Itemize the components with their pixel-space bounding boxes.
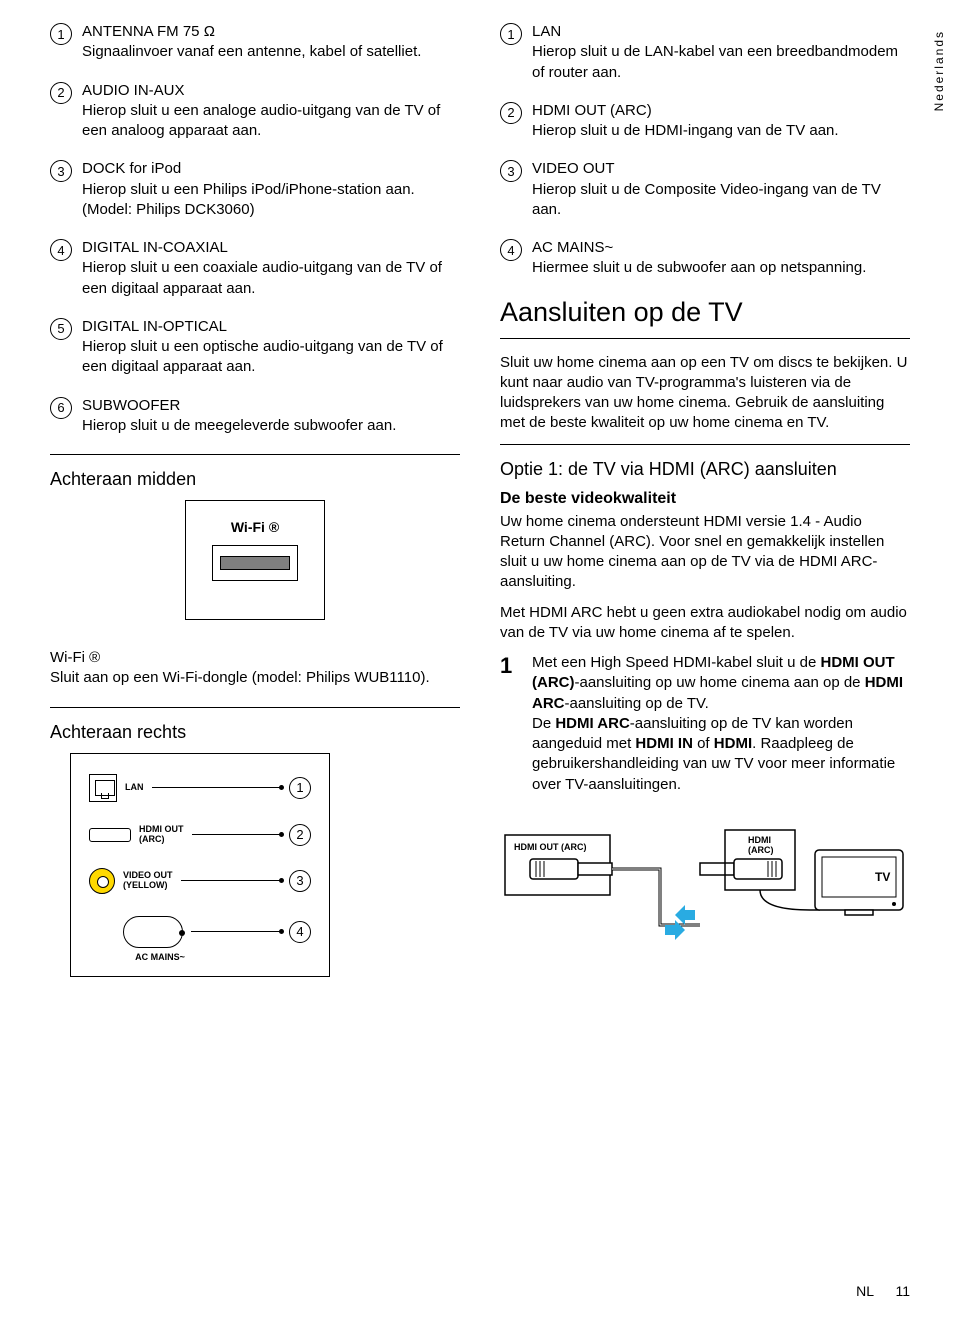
text: -aansluiting op de TV.	[565, 695, 709, 712]
number-badge: 3	[289, 870, 311, 892]
list-item: 3 DOCK for iPod Hierop sluit u een Phili…	[50, 159, 460, 220]
rear-panel-diagram: LAN 1 HDMI OUT (ARC) 2 VIDEO OUT (YELLOW…	[70, 753, 330, 977]
list-item: 6 SUBWOOFER Hierop sluit u de meegelever…	[50, 396, 460, 437]
footer-page: 11	[895, 1283, 910, 1299]
number-badge: 4	[50, 239, 72, 261]
item-title: DIGITAL IN-COAXIAL	[82, 239, 228, 256]
number-badge: 4	[500, 239, 522, 261]
list-item: 4 DIGITAL IN-COAXIAL Hierop sluit u een …	[50, 238, 460, 299]
list-item: 3 VIDEO OUT Hierop sluit u de Composite …	[500, 159, 910, 220]
item-desc: Hierop sluit u een analoge audio-uitgang…	[82, 102, 440, 139]
text: of	[693, 735, 714, 752]
number-badge: 1	[500, 23, 522, 45]
port-label: VIDEO OUT (YELLOW)	[123, 871, 173, 891]
list-item: 2 AUDIO IN-AUX Hierop sluit u een analog…	[50, 81, 460, 142]
diagram-tv-label: TV	[875, 870, 890, 884]
footer-lang: NL	[856, 1283, 873, 1299]
wifi-port-diagram: Wi-Fi ®	[185, 500, 325, 620]
ac-port-icon	[123, 916, 183, 948]
paragraph: Sluit uw home cinema aan op een TV om di…	[500, 353, 910, 434]
section-heading: Achteraan rechts	[50, 722, 460, 743]
text: -aansluiting op uw home cinema aan op de	[575, 674, 865, 691]
usb-slot-icon	[212, 545, 298, 581]
leader-line	[152, 787, 282, 788]
item-desc: Hierop sluit u een coaxiale audio-uitgan…	[82, 259, 442, 296]
item-desc: Hierop sluit u de LAN-kabel van een bree…	[532, 43, 898, 80]
number-badge: 2	[50, 82, 72, 104]
number-badge: 1	[289, 777, 311, 799]
hdmi-port-icon	[89, 828, 131, 842]
number-badge: 3	[50, 160, 72, 182]
item-title: LAN	[532, 23, 561, 40]
item-desc: Hierop sluit u de meegeleverde subwoofer…	[82, 417, 396, 434]
item-title: AUDIO IN-AUX	[82, 82, 185, 99]
diagram-label-in: HDMI	[748, 835, 771, 845]
port-label: HDMI OUT (ARC)	[139, 825, 184, 845]
number-badge: 1	[50, 23, 72, 45]
item-desc: Hiermee sluit u de subwoofer aan op nets…	[532, 259, 866, 276]
leader-line	[181, 880, 281, 881]
item-title: DOCK for iPod	[82, 160, 181, 177]
number-badge: 6	[50, 397, 72, 419]
divider	[50, 707, 460, 708]
paragraph: Met HDMI ARC hebt u geen extra audiokabe…	[500, 603, 910, 644]
paragraph: Uw home cinema ondersteunt HDMI versie 1…	[500, 512, 910, 593]
item-title: SUBWOOFER	[82, 397, 180, 414]
left-column: 1 ANTENNA FM 75 Ω Signaalinvoer vanaf ee…	[50, 22, 460, 977]
lan-port-icon	[89, 774, 117, 802]
text: De	[532, 715, 555, 732]
right-column: 1 LAN Hierop sluit u de LAN-kabel van ee…	[500, 22, 910, 977]
hdmi-connection-diagram: HDMI OUT (ARC)	[500, 815, 910, 955]
number-badge: 2	[500, 102, 522, 124]
divider	[500, 444, 910, 445]
divider	[50, 454, 460, 455]
item-desc: Signaalinvoer vanaf een antenne, kabel o…	[82, 43, 421, 60]
port-label: AC MAINS~	[9, 952, 311, 962]
list-item: 1 LAN Hierop sluit u de LAN-kabel van ee…	[500, 22, 910, 83]
number-badge: 5	[50, 318, 72, 340]
item-desc: Hierop sluit u de Composite Video-ingang…	[532, 181, 881, 218]
list-item: 4 AC MAINS~ Hiermee sluit u de subwoofer…	[500, 238, 910, 279]
language-tab: Nederlands	[932, 30, 946, 111]
section-heading: Optie 1: de TV via HDMI (ARC) aansluiten	[500, 459, 910, 480]
item-desc: Hierop sluit u de HDMI-ingang van de TV …	[532, 122, 839, 139]
svg-text:(ARC): (ARC)	[748, 845, 774, 855]
number-badge: 2	[289, 824, 311, 846]
leader-line	[191, 931, 281, 932]
item-title: HDMI OUT (ARC)	[532, 102, 652, 119]
rca-port-icon	[89, 868, 115, 894]
list-item: 2 HDMI OUT (ARC) Hierop sluit u de HDMI-…	[500, 101, 910, 142]
list-item: 5 DIGITAL IN-OPTICAL Hierop sluit u een …	[50, 317, 460, 378]
wifi-desc-text: Sluit aan op een Wi-Fi-dongle (model: Ph…	[50, 669, 430, 686]
bold-text: HDMI ARC	[555, 715, 629, 732]
step-item: 1 Met een High Speed HDMI-kabel sluit u …	[500, 653, 910, 795]
item-desc: Hierop sluit u een Philips iPod/iPhone-s…	[82, 181, 415, 218]
item-desc: Hierop sluit u een optische audio-uitgan…	[82, 338, 443, 375]
text: Met een High Speed HDMI-kabel sluit u de	[532, 654, 820, 671]
two-column-layout: 1 ANTENNA FM 75 Ω Signaalinvoer vanaf ee…	[50, 22, 910, 977]
item-title: ANTENNA FM 75 Ω	[82, 23, 215, 40]
number-badge: 4	[289, 921, 311, 943]
wifi-title: Wi-Fi ®	[50, 649, 100, 666]
wifi-description: Wi-Fi ® Sluit aan op een Wi-Fi-dongle (m…	[50, 648, 460, 689]
page-footer: NL 11	[856, 1283, 910, 1299]
bold-text: HDMI	[714, 735, 752, 752]
item-title: DIGITAL IN-OPTICAL	[82, 318, 227, 335]
step-body: Met een High Speed HDMI-kabel sluit u de…	[532, 653, 910, 795]
divider	[500, 338, 910, 339]
diagram-label-out: HDMI OUT (ARC)	[514, 842, 587, 852]
port-label: LAN	[125, 783, 144, 793]
number-badge: 3	[500, 160, 522, 182]
section-title: Aansluiten op de TV	[500, 297, 910, 328]
wifi-box-label: Wi-Fi ®	[231, 519, 279, 535]
section-heading: Achteraan midden	[50, 469, 460, 490]
usb-inner-icon	[220, 556, 290, 570]
list-item: 1 ANTENNA FM 75 Ω Signaalinvoer vanaf ee…	[50, 22, 460, 63]
step-number: 1	[500, 653, 522, 795]
item-title: VIDEO OUT	[532, 160, 615, 177]
bold-text: HDMI IN	[635, 735, 693, 752]
leader-line	[192, 834, 282, 835]
section-subheading: De beste videokwaliteit	[500, 490, 910, 508]
item-title: AC MAINS~	[532, 239, 613, 256]
